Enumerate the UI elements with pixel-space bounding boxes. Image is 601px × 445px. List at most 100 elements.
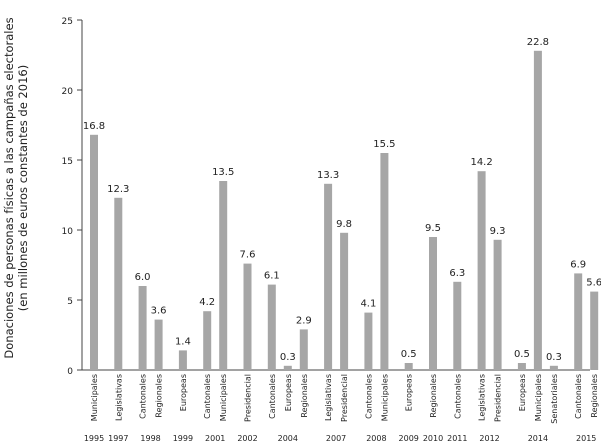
category-label: Legislativas — [114, 374, 123, 421]
value-label: 4.1 — [360, 299, 376, 310]
bar — [138, 286, 147, 370]
value-label: 9.8 — [336, 219, 352, 230]
y-tick-label: 5 — [67, 297, 73, 307]
y-tick-label: 15 — [62, 157, 73, 167]
y-tick-label: 0 — [67, 367, 73, 377]
category-label: Europeas — [518, 374, 527, 411]
y-axis-title-line1: Donaciones de personas físicas a las cam… — [2, 17, 16, 358]
year-label: 1997 — [108, 434, 128, 443]
value-label: 13.3 — [317, 170, 339, 181]
category-label: Europeas — [284, 374, 293, 411]
year-label: 2009 — [399, 434, 419, 443]
value-label: 1.4 — [175, 336, 191, 347]
value-label: 14.2 — [470, 157, 492, 168]
category-label: Regionales — [590, 374, 599, 418]
category-label: Senatoriales — [550, 374, 559, 424]
year-label: 1995 — [84, 434, 104, 443]
value-label: 9.3 — [490, 226, 506, 237]
value-label: 7.6 — [240, 250, 256, 261]
value-label: 6.3 — [449, 268, 465, 279]
bar — [324, 183, 333, 370]
bar — [90, 134, 98, 370]
category-labels: Municipales Legislativas Cantonales Regiona… — [90, 374, 599, 424]
y-tick-label: 20 — [62, 87, 74, 97]
year-labels: 1995 1997 1998 1999 2001 2002 2004 2007 2008 2009… — [84, 434, 597, 443]
bar — [590, 291, 599, 370]
bar — [477, 171, 486, 370]
value-label: 2.9 — [296, 315, 312, 326]
bar — [203, 311, 212, 370]
year-label: 2007 — [326, 434, 346, 443]
category-label: Cantonales — [268, 374, 277, 419]
value-label: 6.9 — [570, 259, 586, 270]
bar — [453, 281, 462, 370]
category-label: Municipales — [380, 374, 389, 421]
value-label: 6.0 — [135, 272, 151, 283]
value-label: 13.5 — [212, 167, 234, 178]
year-label: 2004 — [278, 434, 298, 443]
bar — [364, 312, 373, 370]
year-label: 2012 — [479, 434, 499, 443]
bar — [533, 50, 542, 371]
bar — [404, 363, 413, 370]
year-label: 2010 — [423, 434, 443, 443]
bar — [574, 273, 583, 370]
year-label: 2015 — [576, 434, 596, 443]
y-ticks: 0 5 10 15 20 25 — [62, 17, 82, 377]
value-label: 12.3 — [107, 184, 129, 195]
category-label: Regionales — [155, 374, 164, 418]
value-label: 6.1 — [264, 271, 280, 282]
value-label: 3.6 — [151, 306, 167, 317]
year-label: 2011 — [447, 434, 467, 443]
category-label: Presidencial — [244, 374, 253, 422]
category-label: Legislativas — [478, 374, 487, 421]
year-label: 1999 — [173, 434, 193, 443]
category-label: Cantonales — [574, 374, 583, 419]
category-label: Cantonales — [364, 374, 373, 419]
bars — [90, 50, 599, 371]
bar — [154, 319, 163, 370]
y-axis-title-line2: (en millones de euros constantes de 2016… — [16, 65, 30, 311]
category-label: Cantonales — [139, 374, 148, 419]
category-label: Regionales — [429, 374, 438, 418]
category-label: Legislativas — [324, 374, 333, 421]
value-label: 5.6 — [586, 278, 601, 289]
bar — [299, 329, 308, 370]
year-label: 2002 — [237, 434, 257, 443]
bar — [283, 365, 292, 370]
category-label: Municipales — [219, 374, 228, 421]
value-label: 0.3 — [280, 352, 296, 363]
bar — [517, 363, 526, 370]
category-label: Cantonales — [203, 374, 212, 419]
bar — [267, 284, 276, 370]
value-label: 9.5 — [425, 223, 441, 234]
value-labels: 16.8 12.3 6.0 3.6 1.4 4.2 13.5 7.6 6.1 0.3 2.9 13.3… — [83, 37, 601, 363]
bar — [219, 181, 228, 370]
category-label: Presidencial — [494, 374, 503, 422]
bar — [380, 153, 389, 370]
value-label: 4.2 — [199, 297, 215, 308]
bar — [340, 232, 349, 370]
value-label: 0.3 — [546, 352, 562, 363]
bar — [429, 237, 437, 370]
value-label: 0.5 — [514, 349, 530, 360]
category-label: Europeas — [179, 374, 188, 411]
y-tick-label: 10 — [62, 227, 74, 237]
year-label: 2008 — [366, 434, 386, 443]
year-label: 2014 — [528, 434, 548, 443]
value-label: 0.5 — [401, 349, 417, 360]
y-tick-label: 25 — [62, 17, 73, 27]
category-label: Cantonales — [453, 374, 462, 419]
year-label: 2001 — [205, 434, 225, 443]
value-label: 16.8 — [83, 121, 105, 132]
category-label: Presidencial — [340, 374, 349, 422]
category-label: Regionales — [300, 374, 309, 418]
bar — [243, 263, 252, 370]
value-label: 15.5 — [373, 139, 395, 150]
bar — [493, 239, 502, 370]
value-label: 22.8 — [527, 37, 549, 48]
bar — [178, 350, 187, 370]
category-label: Municipales — [534, 374, 543, 421]
bar — [549, 365, 558, 370]
